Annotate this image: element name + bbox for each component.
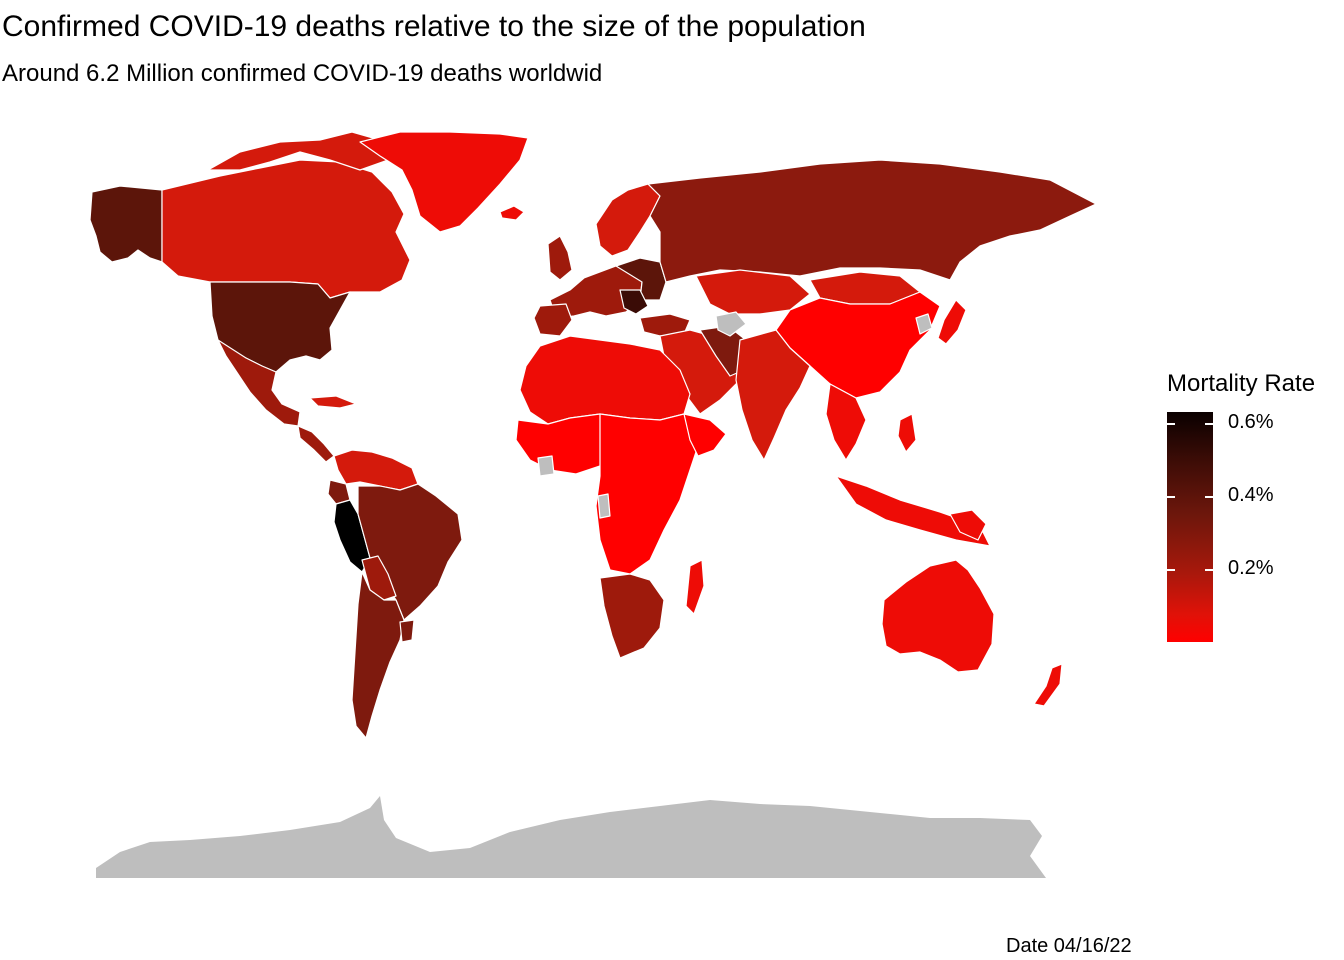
legend-label-0-2: 0.2% (1228, 557, 1274, 579)
legend-color-bar (1167, 412, 1213, 642)
region-japan (937, 299, 967, 345)
map-subtitle: Around 6.2 Million confirmed COVID-19 de… (2, 60, 603, 87)
region-horn-africa (683, 413, 727, 457)
region-iceland (499, 205, 525, 221)
region-greenland (359, 131, 529, 233)
region-papua (949, 509, 987, 541)
date-caption: Date 04/16/22 (1006, 935, 1132, 957)
legend-tick-0-6 (1167, 423, 1175, 425)
region-philippines (897, 413, 917, 453)
legend-title: Mortality Rate (1167, 370, 1316, 397)
legend-tick-0-2-right (1205, 569, 1213, 571)
region-iberia (533, 303, 573, 337)
region-canada (161, 159, 411, 299)
region-uruguay (399, 619, 415, 643)
legend-tick-0-2 (1167, 569, 1175, 571)
region-south-asia (735, 329, 811, 461)
region-uk (547, 235, 573, 281)
region-kazakhstan (695, 269, 811, 315)
legend-label-0-4: 0.4% (1228, 484, 1274, 506)
region-indonesia (835, 475, 991, 547)
region-southern-africa (599, 573, 665, 659)
region-argentina-chile (351, 571, 405, 739)
region-central-america (297, 425, 335, 463)
region-balkans (619, 289, 649, 315)
legend-tick-0-4 (1167, 496, 1175, 498)
region-congo-grey (597, 493, 611, 519)
map-title: Confirmed COVID-19 deaths relative to th… (2, 10, 866, 43)
region-antarctica (96, 796, 1046, 878)
region-scandinavia (595, 183, 661, 257)
legend-label-0-6: 0.6% (1228, 411, 1274, 433)
region-madagascar (685, 559, 705, 615)
region-mexico (217, 339, 301, 427)
region-korea-japan-grey (915, 313, 933, 335)
region-caspian-grey (715, 311, 747, 337)
region-central-africa (595, 413, 701, 575)
region-eastern-europe (615, 257, 667, 301)
region-southeast-asia (825, 383, 867, 461)
region-ghana-grey (537, 455, 555, 477)
region-caribbean (309, 395, 357, 409)
legend-tick-0-6-right (1205, 423, 1213, 425)
region-west-africa (515, 413, 611, 475)
region-brazil (357, 483, 463, 621)
region-australia (881, 559, 995, 673)
legend-tick-0-4-right (1205, 496, 1213, 498)
region-new-zealand (1033, 663, 1063, 707)
region-russia (647, 159, 1097, 283)
region-alaska (89, 185, 163, 263)
